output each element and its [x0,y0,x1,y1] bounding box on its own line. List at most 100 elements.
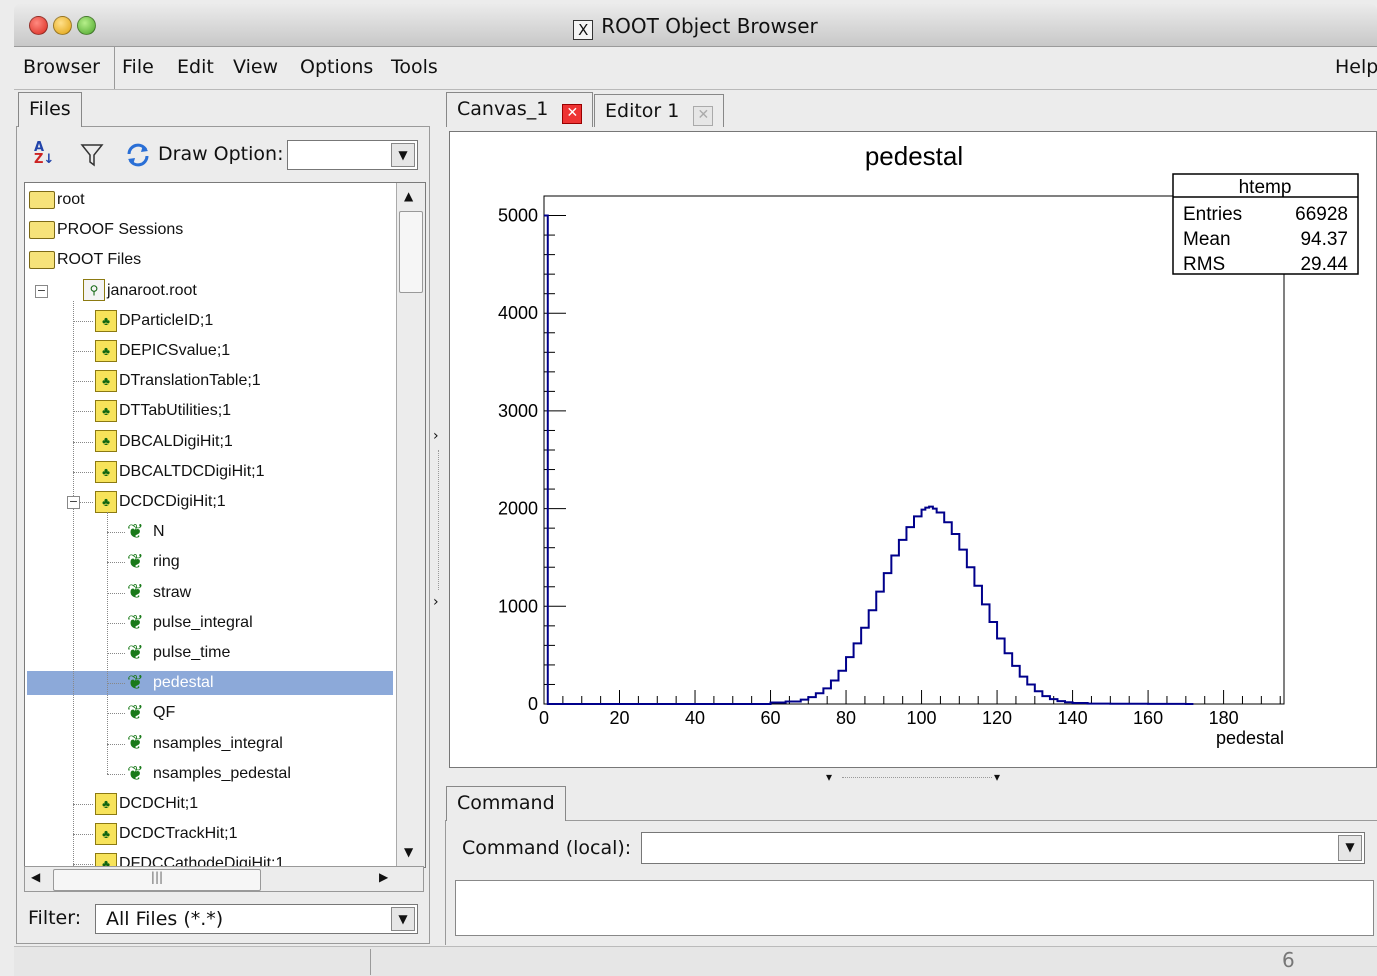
tree-leaf-item[interactable]: ❦ pulse_integral [127,611,253,635]
menu-options[interactable]: Options [300,56,374,78]
menu-tools[interactable]: Tools [391,56,438,78]
scroll-right-icon[interactable]: ▶ [379,870,389,884]
close-window-button[interactable] [29,16,48,35]
tree-item-label: nsamples_integral [153,734,283,752]
tree-leaf-item[interactable]: ❦ ring [127,550,180,574]
tree-ttree-item[interactable]: ♣ DTTabUtilities;1 [95,399,231,423]
close-tab-icon[interactable]: ✕ [562,104,583,124]
command-output[interactable] [455,880,1374,936]
tree-item-label: DFDCCathodeDigiHit;1 [119,855,285,868]
file-tree[interactable]: root PROOF Sessions ROOT Files ⚲ janaroot.ro… [24,182,426,868]
tree-vscrollbar[interactable]: ▲ ▼ [396,183,425,867]
vscroll-thumb[interactable] [399,211,423,293]
tab-files[interactable]: Files [18,92,82,127]
x11-icon: X [573,20,594,40]
tree-leaf-item[interactable]: ❦ straw [127,581,191,605]
menu-help[interactable]: Help [1335,56,1377,78]
y-tick-label: 1000 [498,596,538,616]
tree-leaf-item[interactable]: ❦ nsamples_integral [127,732,283,756]
ttree-icon: ♣ [95,430,117,453]
sort-az-icon[interactable]: A Z↓ [34,140,55,167]
tree-leaf-item[interactable]: ❦ QF [127,701,175,725]
ttree-icon: ♣ [95,309,117,332]
chevron-down-icon[interactable]: ▼ [391,143,415,167]
scroll-left-icon[interactable]: ◀ [31,870,41,884]
splitter-arrow-icon-2[interactable]: › [433,594,439,610]
folder-icon [29,220,55,239]
tree-ttree-item[interactable]: ♣ DFDCCathodeDigiHit;1 [95,852,285,868]
tree-item-label: QF [153,704,176,722]
tree-leaf-item[interactable]: ❦ nsamples_pedestal [127,762,291,786]
tab-canvas-1-label: Canvas_1 [457,98,549,120]
collapse-icon[interactable]: − [67,495,80,509]
ttree-icon: ♣ [95,369,117,392]
x-tick-label: 160 [1133,708,1163,728]
command-input[interactable]: ▼ [641,832,1365,864]
x-tick-label: 0 [539,708,549,728]
tab-command[interactable]: Command [446,786,566,821]
hscroll-thumb[interactable]: ||| [53,869,261,891]
tree-ttree-item[interactable]: ♣ DCDCTrackHit;1 [95,822,238,846]
tree-folder-item[interactable]: PROOF Sessions [29,218,183,242]
tree-connector [73,441,93,443]
tree-leaf-item[interactable]: ❦ pedestal [27,671,393,696]
tree-hscrollbar[interactable]: ◀ ||| ▶ [24,866,424,892]
histogram-plot: pedestal 0 20 40 60 80 100 120 140 160 180 0 1000 20… [498,141,1359,748]
tree-leaf-item[interactable]: ❦ N [127,520,165,544]
x-tick-label: 140 [1058,708,1088,728]
x-tick-label: 40 [685,708,705,728]
vertical-splitter[interactable] [438,450,439,590]
menu-edit[interactable]: Edit [177,56,214,78]
tree-connector [73,351,93,352]
tree-ttree-item[interactable]: ♣ DCDCDigiHit;1 [95,490,226,514]
tree-item-label: DEPICSvalue;1 [119,342,231,359]
tree-folder-item[interactable]: ROOT Files [29,248,141,272]
ttree-icon: ♣ [95,339,117,362]
refresh-icon[interactable] [124,142,152,173]
close-tab-disabled-icon[interactable]: ✕ [693,106,714,126]
stats-rms-value: 29.44 [1300,254,1348,275]
funnel-icon[interactable] [80,142,104,173]
filter-chevron-down-icon[interactable]: ▼ [391,907,415,931]
maximize-window-button[interactable] [77,16,96,35]
command-chevron-down-icon[interactable]: ▼ [1338,835,1362,861]
minimize-window-button[interactable] [53,16,72,35]
tree-ttree-item[interactable]: ♣ DTranslationTable;1 [95,369,261,393]
tab-canvas-1[interactable]: Canvas_1 ✕ [446,92,594,127]
menu-file[interactable]: File [122,56,154,78]
y-tick-label: 3000 [498,401,538,421]
root-canvas[interactable]: pedestal 0 20 40 60 80 100 120 140 160 180 0 1000 20… [449,131,1377,768]
splitter-down-icon[interactable]: ▾ [826,770,833,784]
tree-folder-item[interactable]: root [29,188,85,212]
folder-icon [29,190,55,209]
collapse-icon[interactable]: − [35,283,48,298]
filter-label: Filter: [28,907,82,929]
tree-leaf-item[interactable]: ❦ pulse_time [127,641,230,665]
tree-ttree-item[interactable]: ♣ DParticleID;1 [95,309,213,333]
tree-item-label: ROOT Files [57,251,142,269]
scroll-up-icon[interactable]: ▲ [404,189,414,203]
tree-folder-item[interactable]: ⚲ janaroot.root [59,279,197,303]
ttree-icon: ♣ [95,822,117,845]
plot-title: pedestal [865,141,963,171]
scroll-down-icon[interactable]: ▼ [404,845,414,859]
tree-connector [107,743,125,745]
menu-browser[interactable]: Browser [23,56,100,78]
status-divider [370,949,371,975]
tree-item-label: pulse_integral [153,613,253,631]
tree-ttree-item[interactable]: ♣ DBCALTDCDigiHit;1 [95,460,265,484]
filter-select[interactable]: All Files (*.*) ▼ [95,904,418,934]
root-file-icon: ⚲ [83,279,105,302]
command-label: Command (local): [462,837,632,859]
leaf-icon: ❦ [127,762,144,785]
tree-ttree-item[interactable]: ♣ DCDCHit;1 [95,792,198,816]
horizontal-splitter[interactable] [842,777,992,778]
tree-ttree-item[interactable]: ♣ DBCALDigiHit;1 [95,430,233,454]
tree-ttree-item[interactable]: ♣ DEPICSvalue;1 [95,339,230,363]
splitter-arrow-icon[interactable]: › [433,428,439,444]
y-tick-label: 4000 [498,303,538,323]
menu-view[interactable]: View [233,56,279,78]
splitter-down-icon-2[interactable]: ▾ [994,770,1001,784]
tab-editor-1[interactable]: Editor 1 ✕ [594,94,725,127]
draw-option-select[interactable]: ▼ [287,140,418,170]
